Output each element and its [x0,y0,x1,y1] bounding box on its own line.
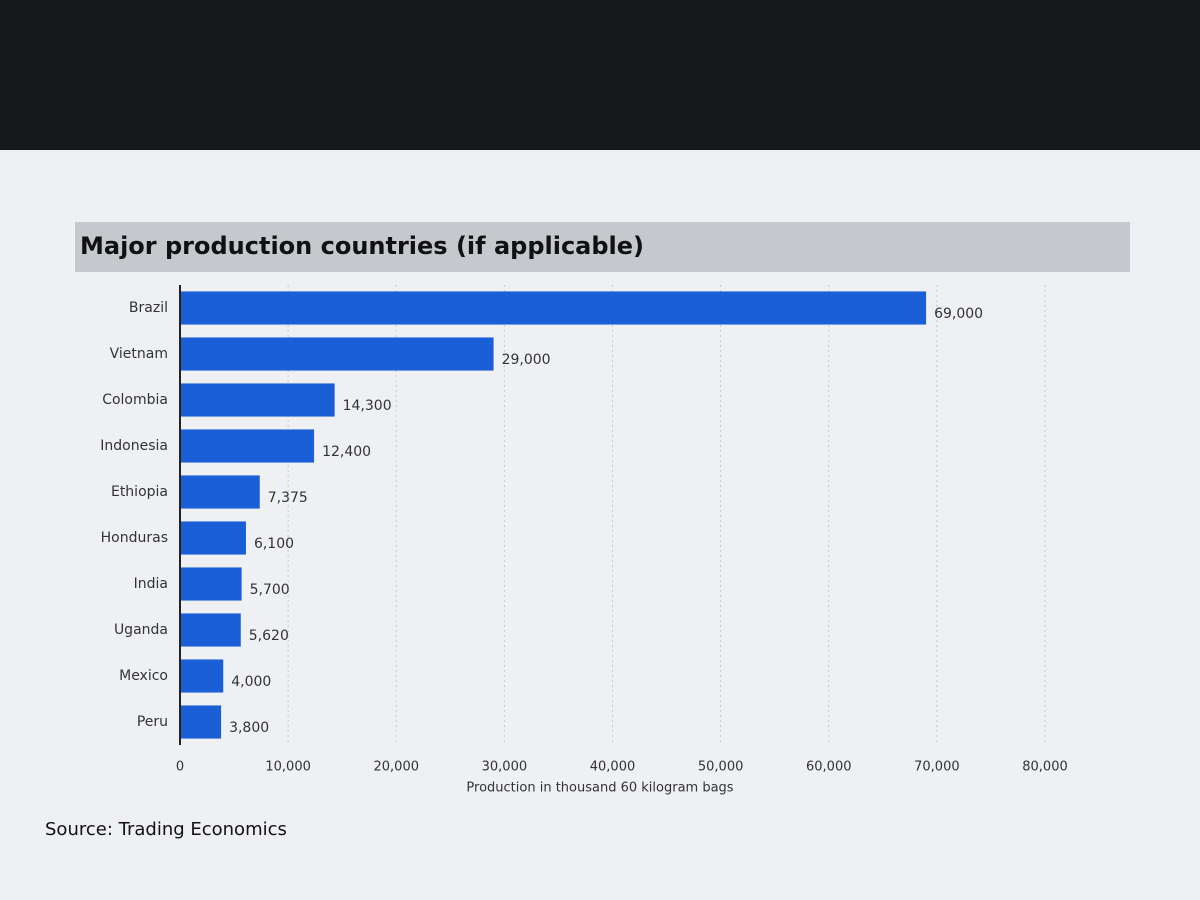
bar [180,337,494,371]
bar [180,429,315,463]
value-label: 14,300 [343,398,392,414]
x-axis-label: Production in thousand 60 kilogram bags [466,781,733,796]
bar [180,567,242,601]
value-label: 5,700 [250,582,290,598]
value-label: 12,400 [322,444,371,460]
bar [180,521,246,555]
y-tick-label: Colombia [102,392,168,408]
value-label: 7,375 [268,490,308,506]
bar [180,613,241,647]
bar [180,705,222,739]
y-tick-label: Honduras [101,530,168,546]
bar [180,659,224,693]
x-tick-label: 20,000 [374,760,420,775]
x-tick-label: 10,000 [265,760,311,775]
x-tick-label: 70,000 [914,760,960,775]
y-tick-label: Peru [137,714,168,730]
background-room [0,0,1200,150]
value-label: 29,000 [502,352,551,368]
value-label: 69,000 [934,306,983,322]
y-tick-label: Indonesia [100,438,168,454]
x-tick-label: 40,000 [590,760,636,775]
bar [180,383,335,417]
x-tick-label: 30,000 [482,760,528,775]
title-band [75,222,1130,272]
chart-title: Major production countries (if applicabl… [80,232,644,260]
value-label: 3,800 [229,720,269,736]
x-tick-label: 60,000 [806,760,852,775]
x-tick-label: 0 [176,760,184,775]
value-label: 5,620 [249,628,289,644]
y-tick-label: Ethiopia [111,484,168,500]
source: Source: Trading Economics [45,819,287,840]
value-label: 4,000 [231,674,271,690]
value-label: 6,100 [254,536,294,552]
bar [180,475,260,509]
x-tick-label: 80,000 [1022,760,1068,775]
bar [180,291,927,325]
y-tick-label: India [134,576,168,592]
y-tick-label: Brazil [129,300,168,316]
y-tick-label: Uganda [114,622,168,638]
y-tick-label: Mexico [119,668,168,684]
x-tick-label: 50,000 [698,760,744,775]
y-tick-label: Vietnam [110,346,168,362]
